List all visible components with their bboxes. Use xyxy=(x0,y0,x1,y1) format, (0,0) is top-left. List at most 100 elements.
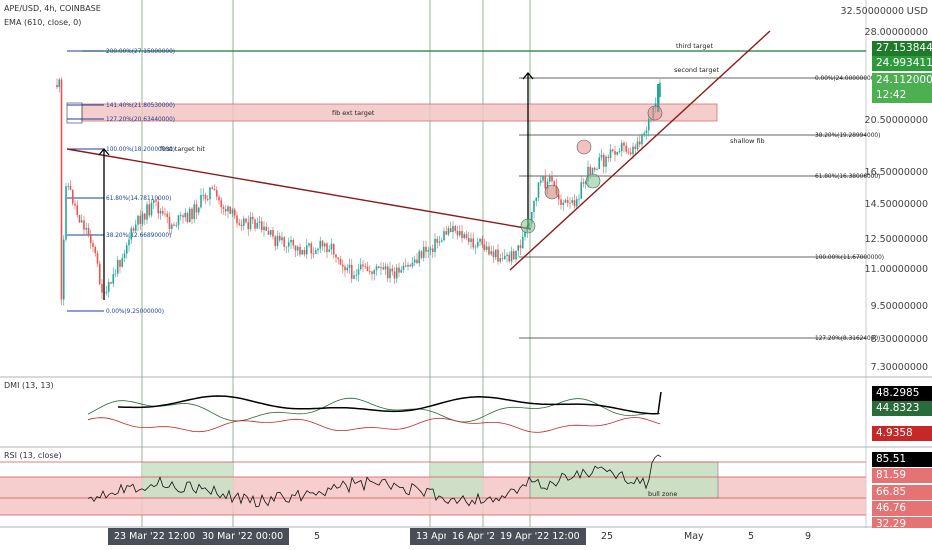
time-tick: 25 xyxy=(601,531,614,542)
candle-body xyxy=(170,224,173,229)
candle-body xyxy=(157,201,160,214)
candle-body xyxy=(560,199,562,205)
candle-body xyxy=(638,141,641,145)
fib-left-label: 200.00%(27.15000000) xyxy=(106,49,175,55)
candle-body xyxy=(611,149,614,152)
candle-body xyxy=(141,213,144,224)
fib-right-label: 127.20%(8.31624000) xyxy=(815,336,880,342)
rsi-level: 32.29 xyxy=(872,517,932,528)
candle-body xyxy=(263,226,265,231)
candle-body xyxy=(591,167,594,175)
candle-body xyxy=(191,208,193,220)
candle-body xyxy=(465,234,468,239)
date-tag: 30 Mar '22 00:00 xyxy=(196,528,290,545)
candle-body xyxy=(618,151,621,152)
candle-body xyxy=(384,266,387,270)
candle-body xyxy=(398,267,400,273)
candle-body xyxy=(375,266,378,271)
rsi-zone xyxy=(142,462,233,498)
candle-body xyxy=(87,227,90,236)
candle-body xyxy=(58,79,61,88)
candle-body xyxy=(553,181,556,186)
ascending-trendline xyxy=(509,30,771,271)
candle-body xyxy=(177,215,180,226)
candle-body xyxy=(530,212,533,224)
candle-body xyxy=(447,228,450,235)
candle-body xyxy=(573,200,576,207)
candle-body xyxy=(625,145,628,152)
candle-body xyxy=(436,238,439,243)
candle-body xyxy=(364,266,367,268)
candle-body xyxy=(60,79,63,300)
fib-left-label: 141.40%(21.80530000) xyxy=(106,103,175,109)
rsi-line xyxy=(87,454,662,508)
price-tick: 28.00000000 xyxy=(864,27,928,38)
candle-body xyxy=(413,259,416,263)
candle-body xyxy=(323,243,326,247)
candle-body xyxy=(220,200,223,208)
candle-body xyxy=(290,239,292,243)
time-tick: May xyxy=(684,531,704,542)
candle-body xyxy=(236,215,238,224)
candle-body xyxy=(395,267,398,279)
first-target-arrow-head xyxy=(98,147,110,156)
candle-body xyxy=(593,167,596,170)
pattern-highlight-circle xyxy=(585,173,601,189)
candle-body xyxy=(366,266,369,271)
bull-zone-label: bull zone xyxy=(648,490,677,498)
price-tick-top: 32.50000000 xyxy=(840,6,904,17)
candle-body xyxy=(483,244,486,250)
candle-body xyxy=(215,190,218,197)
candle-body xyxy=(159,210,162,214)
candle-body xyxy=(98,263,101,285)
candle-body xyxy=(402,265,405,270)
ema-price-label: 24.99341174 xyxy=(872,56,932,71)
candle-body xyxy=(242,218,245,226)
candle-body xyxy=(56,85,58,88)
candle-body xyxy=(404,265,407,267)
candle-body xyxy=(362,264,364,267)
candle-body xyxy=(166,213,169,217)
candle-body xyxy=(368,270,371,272)
candle-body xyxy=(312,253,315,255)
candle-body xyxy=(319,240,322,249)
ema-legend[interactable]: EMA (610, close, 0) xyxy=(4,18,82,27)
candle-body xyxy=(308,243,310,246)
dmi-minus-value: 4.9358 xyxy=(872,426,932,441)
candle-body xyxy=(393,271,396,279)
candle-body xyxy=(544,175,547,189)
candle-body xyxy=(287,242,290,247)
candle-body xyxy=(78,214,81,223)
candle-body xyxy=(602,154,605,167)
pattern-highlight-circle xyxy=(647,105,663,121)
candle-body xyxy=(492,251,495,258)
candle-body xyxy=(204,194,207,200)
candle-body xyxy=(213,188,216,191)
candle-body xyxy=(69,185,72,190)
candle-body xyxy=(353,275,355,279)
rsi-level: 46.76 xyxy=(872,501,932,516)
candle-body xyxy=(125,245,128,254)
candle-body xyxy=(472,238,475,248)
candle-body xyxy=(463,234,466,239)
plot-area xyxy=(0,0,866,550)
candle-body xyxy=(238,223,241,225)
candle-body xyxy=(537,182,540,198)
price-tick: 20.50000000 xyxy=(864,115,928,126)
third-target-price-label: 27.15384468 xyxy=(872,41,932,56)
pattern-highlight-circle xyxy=(520,218,536,234)
candle-body xyxy=(155,200,157,202)
candle-body xyxy=(524,232,526,237)
candle-body xyxy=(506,254,508,256)
candle-body xyxy=(539,180,542,183)
dmi-legend[interactable]: DMI (13, 13) xyxy=(4,381,54,390)
candle-body xyxy=(562,202,565,205)
candle-body xyxy=(206,199,209,200)
candle-body xyxy=(357,269,360,275)
candle-body xyxy=(485,246,488,250)
candle-body xyxy=(454,226,457,231)
rsi-legend[interactable]: RSI (13, close) xyxy=(4,451,62,460)
candle-body xyxy=(470,238,472,242)
